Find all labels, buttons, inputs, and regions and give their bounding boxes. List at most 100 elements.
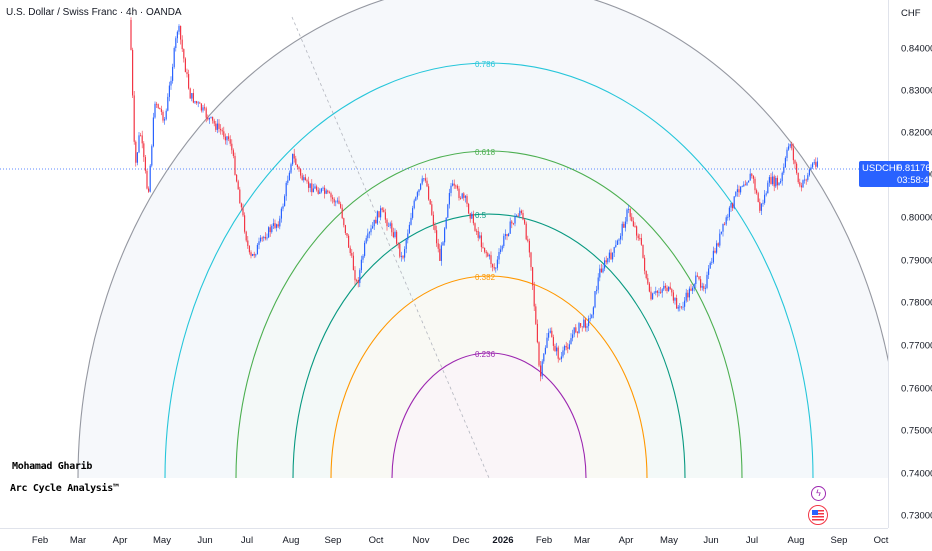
candle-body <box>480 235 482 248</box>
candle-body <box>423 178 425 180</box>
candle-body <box>719 233 721 246</box>
candle-body <box>338 200 340 204</box>
candle-body <box>727 216 729 218</box>
candle-body <box>559 358 561 360</box>
candle-body <box>749 173 751 181</box>
candle-body <box>492 264 494 268</box>
candle-body <box>357 280 359 284</box>
price-axis[interactable]: CHF 0.840000.830000.820000.810000.800000… <box>859 0 932 528</box>
candle-body <box>679 306 681 308</box>
candle-body <box>789 144 791 147</box>
candle-body <box>368 232 370 234</box>
us-flag-icon[interactable] <box>808 505 828 525</box>
fib-arc-label: 0.5 <box>475 211 487 220</box>
candle-body <box>175 38 177 49</box>
candle-body <box>271 225 273 233</box>
bolt-icon[interactable]: ϟ <box>811 486 826 501</box>
candle-body <box>488 255 490 257</box>
candle-body <box>740 186 742 193</box>
candle-body <box>309 183 311 188</box>
time-axis[interactable]: Feb Mar Apr May Jun Jul Aug Sep Oct Nov Dec 2026 Feb… <box>0 528 888 551</box>
candle-body <box>552 337 554 346</box>
candle-body <box>532 267 534 286</box>
candle-body <box>247 240 249 246</box>
candle-body <box>224 136 226 141</box>
candle-body <box>149 165 151 192</box>
candle-body <box>703 286 705 289</box>
fib-arc-label: 0.382 <box>475 273 496 282</box>
candle-body <box>490 255 492 265</box>
candle-body <box>695 275 697 285</box>
candle-body <box>330 193 332 198</box>
candle-body <box>410 217 412 225</box>
candle-body <box>204 107 206 109</box>
candle-body <box>757 193 759 203</box>
candle-body <box>656 291 658 293</box>
candle-body <box>332 197 334 200</box>
candle-body <box>496 259 498 268</box>
candle-body <box>269 227 271 233</box>
fib-arc-label: 0.618 <box>475 148 496 157</box>
candle-body <box>458 188 460 199</box>
candle-body <box>544 347 546 354</box>
candle-body <box>136 152 138 163</box>
candle-body <box>808 169 810 176</box>
candle-body <box>602 268 604 273</box>
candle-body <box>759 202 761 211</box>
candle-body <box>340 203 342 208</box>
candle-body <box>159 107 161 110</box>
candle-body <box>396 231 398 244</box>
candle-body <box>391 223 393 233</box>
badge-countdown: 03:58:49 <box>897 175 932 186</box>
candle-body <box>664 285 666 288</box>
candle-body <box>360 259 362 271</box>
candle-body <box>639 238 641 239</box>
symbol-title[interactable]: U.S. Dollar / Swiss Franc · 4h · OANDA <box>6 7 182 18</box>
candle-body <box>781 172 783 182</box>
candle-body <box>812 163 814 168</box>
candle-body <box>402 256 404 258</box>
candle-body <box>144 157 146 171</box>
candle-body <box>567 347 569 349</box>
candle-body <box>448 192 450 205</box>
candle-body <box>284 196 286 207</box>
candle-body <box>277 224 279 227</box>
chart-canvas[interactable]: 0.786 0.618 0.5 0.382 0.236 <box>0 0 888 528</box>
candle-body <box>533 285 535 307</box>
candle-body <box>768 177 770 183</box>
chart-pane[interactable]: 0.786 0.618 0.5 0.382 0.236 U.S. Dollar / Sw… <box>0 0 888 528</box>
candle-body <box>431 204 433 215</box>
candle-body <box>516 215 518 217</box>
candle-body <box>479 235 481 238</box>
candle-body <box>148 188 150 192</box>
candle-body <box>504 234 506 236</box>
candle-body <box>776 177 778 186</box>
candle-body <box>413 200 415 209</box>
candle-body <box>440 245 442 261</box>
candle-body <box>525 223 527 240</box>
candle-body <box>634 226 636 228</box>
candle-body <box>700 279 702 288</box>
candle-body <box>573 327 575 335</box>
candle-body <box>706 274 708 288</box>
candle-body <box>405 239 407 250</box>
candle-body <box>527 239 529 241</box>
candle-body <box>576 332 578 334</box>
candle-body <box>250 252 252 256</box>
candle-body <box>816 161 818 167</box>
candle-body <box>196 101 198 104</box>
candle-body <box>519 210 521 216</box>
candle-body <box>722 223 724 232</box>
candle-body <box>372 226 374 229</box>
candle-body <box>152 117 154 147</box>
candle-body <box>712 250 714 263</box>
candle-body <box>661 289 663 293</box>
candle-body <box>130 20 132 50</box>
candle-body <box>236 174 238 182</box>
candle-body <box>140 135 142 137</box>
candle-body <box>192 93 194 103</box>
candle-body <box>522 212 524 220</box>
candle-body <box>228 136 230 140</box>
candle-body <box>658 291 660 293</box>
candle-body <box>546 337 548 348</box>
